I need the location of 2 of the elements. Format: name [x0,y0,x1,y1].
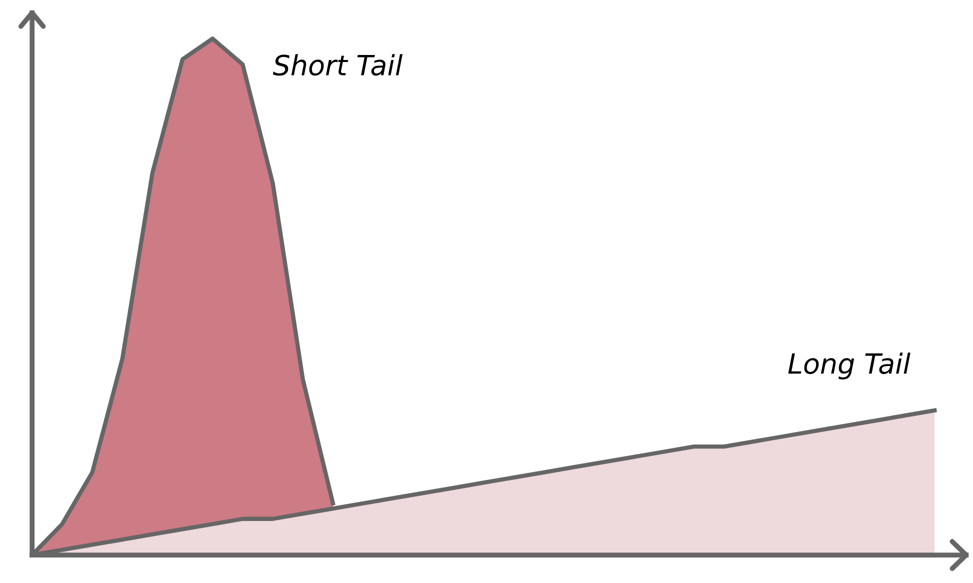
series-label: Short Tail [272,54,403,76]
series-label: Long Tail [788,352,910,380]
